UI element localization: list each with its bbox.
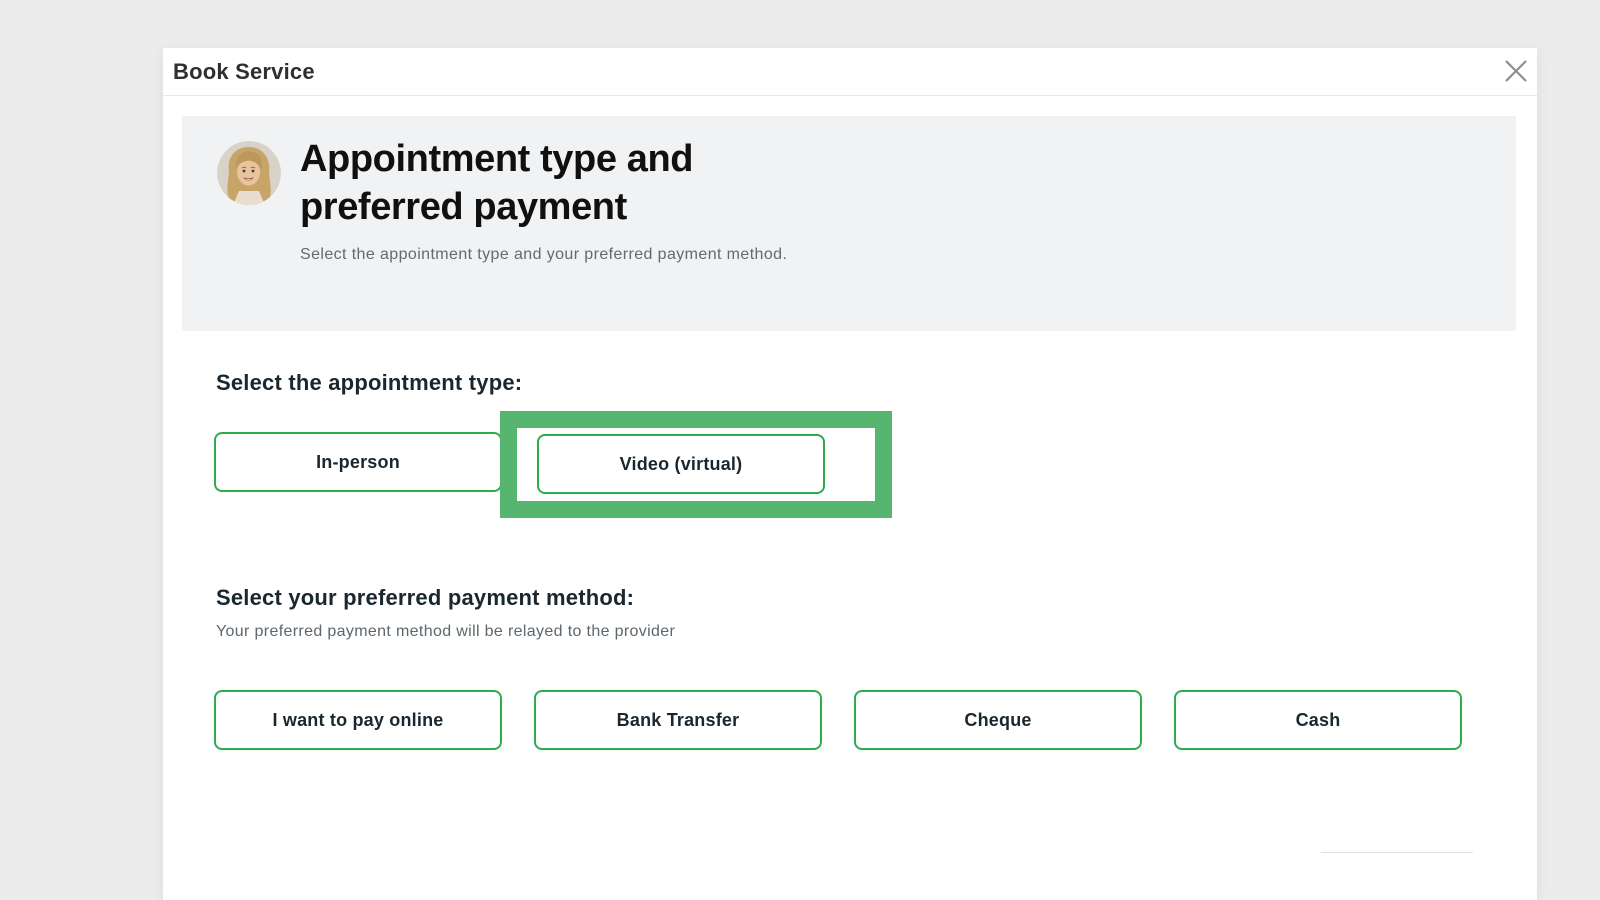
cash-button[interactable]: Cash xyxy=(1174,690,1462,750)
hero-banner: Appointment type and preferred payment S… xyxy=(182,116,1516,331)
payment-method-heading: Select your preferred payment method: xyxy=(216,585,635,610)
hero-heading-line1: Appointment type and xyxy=(300,138,694,180)
provider-avatar xyxy=(217,141,281,205)
close-icon xyxy=(1503,59,1529,87)
in-person-button[interactable]: In-person xyxy=(214,432,502,492)
cheque-button[interactable]: Cheque xyxy=(854,690,1142,750)
payment-method-note: Your preferred payment method will be re… xyxy=(216,623,676,640)
hero-subtitle: Select the appointment type and your pre… xyxy=(300,246,788,263)
close-button[interactable] xyxy=(1500,57,1532,87)
bottom-divider-line xyxy=(1321,852,1473,853)
modal-title: Book Service xyxy=(173,59,315,84)
hero-heading-line2: preferred payment xyxy=(300,186,627,228)
bank-transfer-button[interactable]: Bank Transfer xyxy=(534,690,822,750)
modal-header: Book Service xyxy=(163,48,1537,96)
pay-online-button[interactable]: I want to pay online xyxy=(214,690,502,750)
hero-heading: Appointment type and preferred payment xyxy=(300,135,694,231)
highlight-annotation-box: Video (virtual) xyxy=(500,411,892,518)
video-virtual-button[interactable]: Video (virtual) xyxy=(537,434,825,494)
appointment-type-heading: Select the appointment type: xyxy=(216,370,523,395)
book-service-modal: Book Service xyxy=(163,48,1537,900)
